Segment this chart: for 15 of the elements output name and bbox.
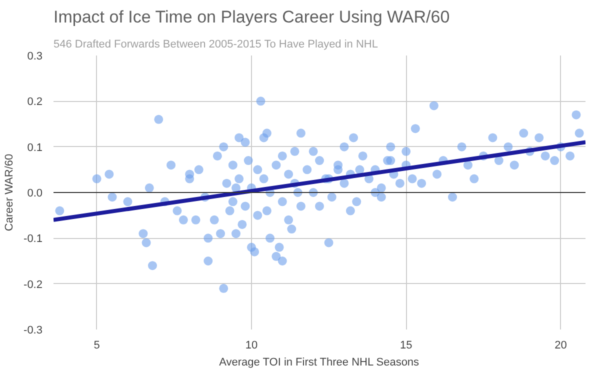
x-tick-label: 10 [245,340,258,352]
x-tick-label: 20 [554,340,567,352]
y-tick-label: 0.0 [27,188,43,200]
x-tick-label: 5 [94,340,100,352]
y-tick-label: -0.2 [24,278,43,291]
x-tick-label: 15 [400,340,412,352]
chart-title: Impact of Ice Time on Players Career Using WAR/60 [54,8,450,26]
x-axis-title: Average TOI in First Three NHL Seasons [219,356,420,368]
y-axis-title: Career WAR/60 [4,154,16,232]
y-tick-label: 0.1 [27,142,43,154]
y-tick-label: 0.3 [27,50,43,62]
chart-subtitle: 546 Drafted Forwards Between 2005-2015 To Have Played in NHL [54,38,378,50]
y-tick-label: -0.3 [24,324,43,336]
y-tick-label: 0.2 [27,96,43,108]
y-tick-label: -0.1 [24,233,43,246]
